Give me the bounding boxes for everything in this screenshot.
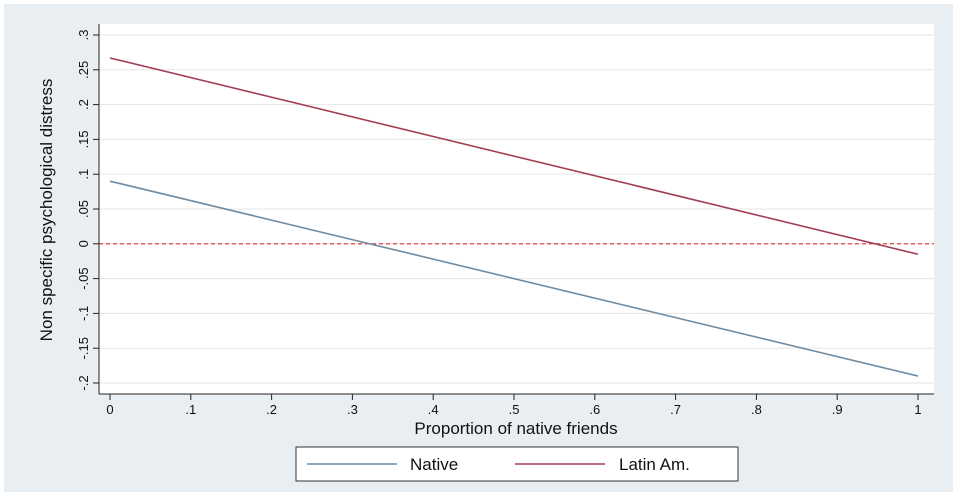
series-line-latin-am bbox=[109, 57, 919, 256]
y-tick-label-0: -.2 bbox=[76, 375, 91, 390]
y-tick-label-4: 0 bbox=[76, 240, 91, 247]
x-tick-label-3: .3 bbox=[347, 402, 358, 417]
series-group bbox=[109, 57, 919, 377]
y-tick-label-10: .3 bbox=[76, 30, 91, 41]
x-tick-label-6: .6 bbox=[589, 402, 600, 417]
x-tick-label-8: .8 bbox=[751, 402, 762, 417]
legend-label-native: Native bbox=[410, 455, 458, 474]
y-axis-title: Non specific psychological distress bbox=[37, 79, 56, 342]
grid-lines bbox=[99, 34, 934, 384]
x-tick-label-1: .1 bbox=[185, 402, 196, 417]
x-tick-label-10: 1 bbox=[914, 402, 921, 417]
y-tick-label-9: .25 bbox=[76, 61, 91, 79]
x-tick-label-2: .2 bbox=[266, 402, 277, 417]
y-tick-label-6: .1 bbox=[76, 169, 91, 180]
legend: Native Latin Am. bbox=[295, 446, 739, 482]
x-tick-label-5: .5 bbox=[509, 402, 520, 417]
x-tick-label-4: .4 bbox=[428, 402, 439, 417]
x-axis-title: Proportion of native friends bbox=[414, 419, 617, 438]
y-tick-label-2: -.1 bbox=[76, 306, 91, 321]
x-tick-label-0: 0 bbox=[106, 402, 113, 417]
y-tick-label-3: -.05 bbox=[76, 267, 91, 289]
legend-label-latin-am: Latin Am. bbox=[619, 455, 690, 474]
y-tick-label-1: -.15 bbox=[76, 337, 91, 359]
y-tick-label-5: .05 bbox=[76, 200, 91, 218]
x-tick-label-9: .9 bbox=[832, 402, 843, 417]
y-tick-label-7: .15 bbox=[76, 130, 91, 148]
tick-labels-group: -.2 -.15 -.1 -.05 0 .05 .1 .15 .2 .25 .3 0 .1 .2 .3 .4.… bbox=[76, 30, 922, 417]
axes-group bbox=[93, 24, 934, 400]
series-line-native bbox=[109, 180, 919, 377]
x-tick-label-7: .7 bbox=[670, 402, 681, 417]
y-tick-label-8: .2 bbox=[76, 99, 91, 110]
